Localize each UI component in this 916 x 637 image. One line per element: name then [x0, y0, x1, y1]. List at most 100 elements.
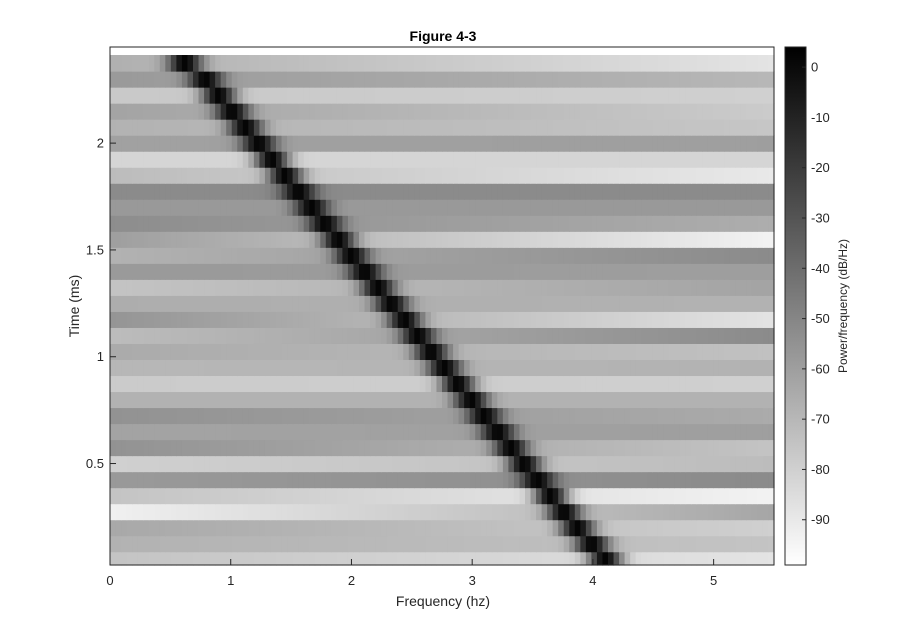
heatmap-cell: [397, 407, 404, 425]
heatmap-cell: [193, 407, 200, 425]
heatmap-cell: [491, 55, 498, 72]
heatmap-cell: [281, 327, 288, 344]
heatmap-cell: [298, 311, 305, 328]
heatmap-cell: [713, 407, 720, 425]
heatmap-cell: [309, 519, 316, 537]
heatmap-cell: [198, 55, 205, 72]
heatmap-cell: [309, 151, 316, 168]
heatmap-cell: [762, 119, 770, 136]
heatmap-cell: [585, 231, 592, 248]
heatmap-cell: [536, 487, 543, 505]
heatmap-cell: [447, 183, 454, 200]
heatmap-cell: [613, 231, 620, 248]
heatmap-cell: [486, 103, 493, 120]
heatmap-cell: [696, 183, 703, 200]
heatmap-cell: [663, 359, 670, 377]
heatmap-cell: [331, 359, 338, 377]
heatmap-cell: [552, 391, 559, 409]
heatmap-cell: [718, 487, 725, 505]
heatmap-cell: [430, 71, 438, 88]
heatmap-cell: [303, 135, 310, 152]
heatmap-cell: [187, 103, 194, 120]
heatmap-cell: [508, 183, 515, 200]
heatmap-cell: [502, 183, 509, 200]
heatmap-cell: [513, 279, 521, 296]
heatmap-cell: [231, 359, 238, 377]
heatmap-cell: [475, 455, 482, 473]
heatmap-cell: [215, 519, 222, 537]
heatmap-cell: [668, 423, 675, 441]
heatmap-cell: [342, 519, 349, 537]
heatmap-cell: [619, 519, 626, 537]
heatmap-cell: [541, 519, 548, 537]
heatmap-cell: [292, 407, 299, 425]
heatmap-cell: [663, 215, 670, 232]
heatmap-cell: [137, 199, 144, 216]
heatmap-cell: [536, 119, 543, 136]
heatmap-cell: [253, 471, 260, 489]
heatmap-cell: [519, 503, 526, 521]
heatmap-cell: [298, 359, 305, 377]
heatmap-cell: [137, 103, 144, 120]
heatmap-cell: [342, 471, 349, 489]
heatmap-cell: [287, 231, 294, 248]
heatmap-cell: [154, 135, 161, 152]
heatmap-cell: [425, 87, 432, 104]
heatmap-cell: [657, 311, 664, 328]
heatmap-cell: [126, 359, 133, 377]
heatmap-cell: [724, 391, 731, 409]
heatmap-cell: [314, 71, 321, 88]
heatmap-cell: [552, 455, 559, 473]
heatmap-cell: [453, 487, 460, 505]
heatmap-cell: [320, 471, 327, 489]
heatmap-cell: [270, 215, 277, 232]
heatmap-cell: [591, 263, 598, 280]
heatmap-cell: [746, 135, 753, 152]
heatmap-cell: [635, 327, 642, 344]
heatmap-cell: [480, 487, 487, 505]
heatmap-cell: [176, 471, 183, 489]
heatmap-cell: [746, 215, 753, 232]
heatmap-cell: [469, 487, 476, 505]
heatmap-cell: [253, 295, 260, 312]
heatmap-cell: [685, 135, 692, 152]
heatmap-cell: [696, 535, 703, 553]
heatmap-cell: [536, 343, 543, 360]
heatmap-cell: [513, 487, 521, 505]
heatmap-cell: [248, 151, 255, 168]
heatmap-cell: [209, 327, 216, 344]
heatmap-cell: [381, 439, 388, 457]
heatmap-cell: [347, 199, 355, 216]
heatmap-cell: [276, 279, 283, 296]
heatmap-cell: [375, 247, 382, 264]
heatmap-cell: [220, 119, 227, 136]
heatmap-cell: [392, 487, 399, 505]
heatmap-cell: [486, 551, 493, 566]
heatmap-cell: [513, 55, 521, 72]
heatmap-cell: [558, 519, 565, 537]
heatmap-cell: [110, 535, 117, 553]
heatmap-cell: [408, 247, 415, 264]
heatmap-cell: [264, 535, 272, 553]
heatmap-cell: [154, 183, 161, 200]
heatmap-cell: [596, 423, 604, 441]
heatmap-cell: [668, 87, 675, 104]
heatmap-cell: [486, 231, 493, 248]
heatmap-cell: [513, 391, 521, 409]
heatmap-cell: [580, 215, 587, 232]
heatmap-cell: [475, 151, 482, 168]
heatmap-cell: [469, 407, 476, 425]
heatmap-cell: [165, 503, 172, 521]
heatmap-cell: [497, 231, 504, 248]
heatmap-cell: [497, 423, 504, 441]
heatmap-cell: [386, 487, 393, 505]
heatmap-cell: [569, 487, 576, 505]
heatmap-cell: [480, 439, 487, 457]
heatmap-cell: [281, 55, 288, 72]
heatmap-cell: [126, 231, 133, 248]
heatmap-cell: [757, 263, 764, 280]
heatmap-cell: [242, 503, 249, 521]
heatmap-cell: [663, 103, 670, 120]
heatmap-cell: [215, 247, 222, 264]
heatmap-cell: [392, 231, 399, 248]
